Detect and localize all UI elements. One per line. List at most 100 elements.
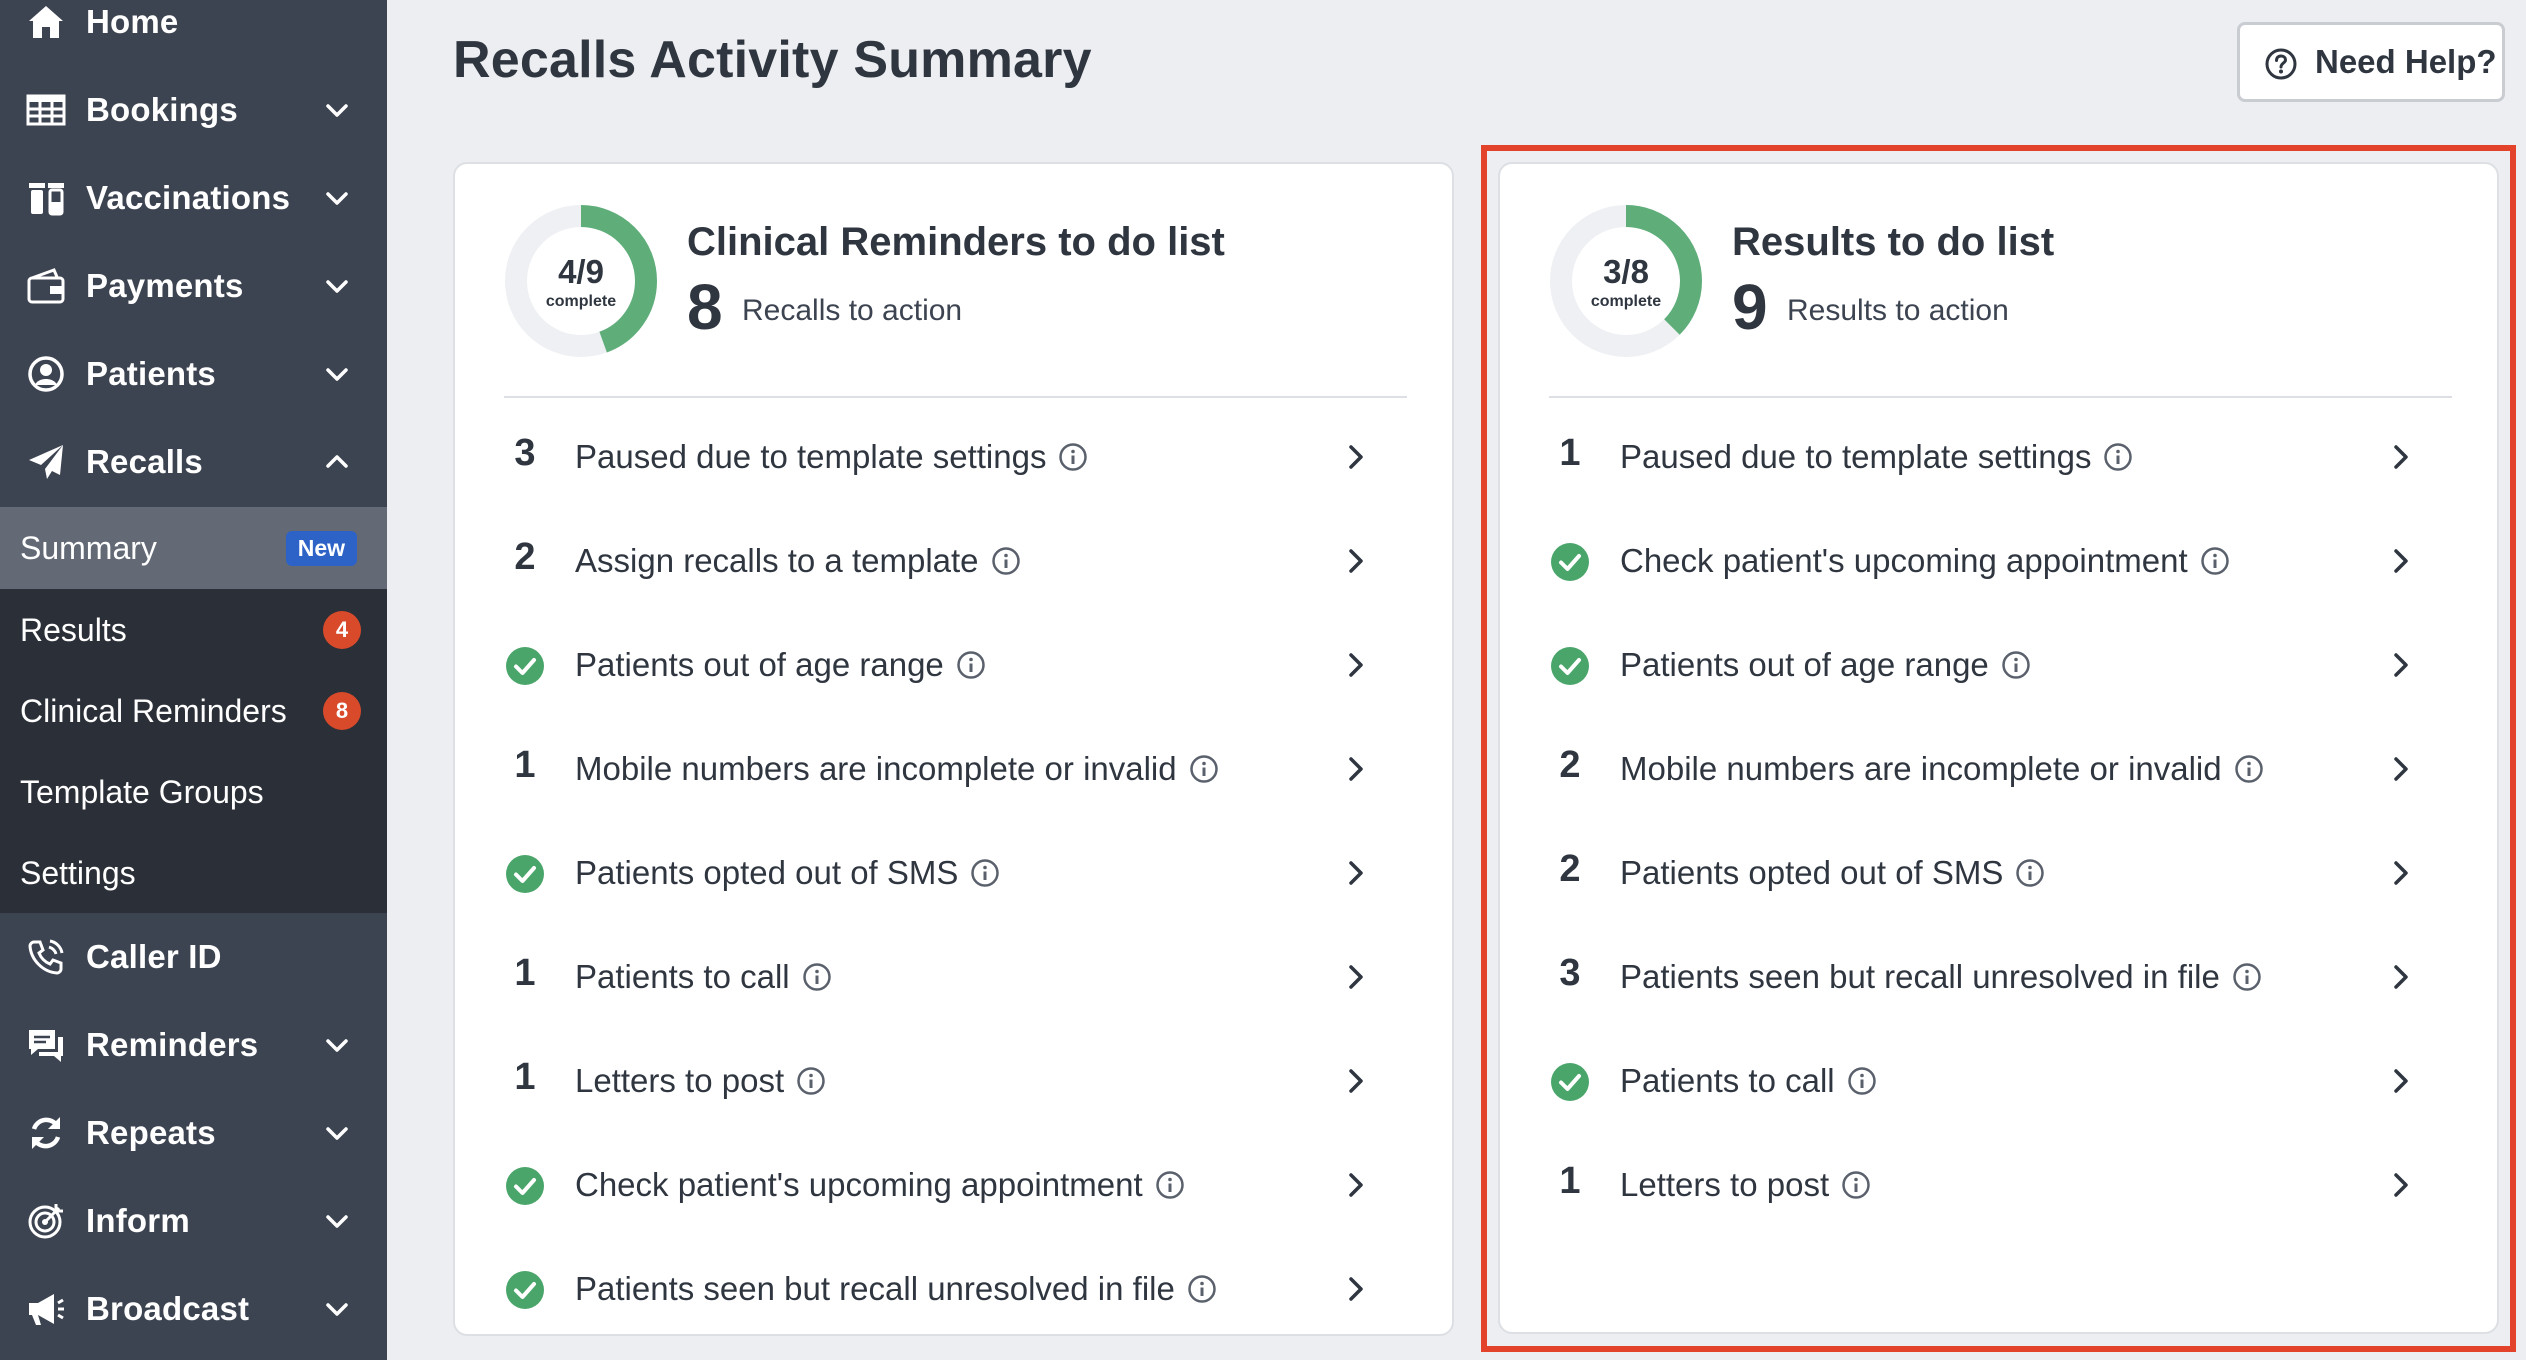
task-label: Check patient's upcoming appointment <box>1620 542 2188 579</box>
chevron-down-icon <box>323 96 351 124</box>
info-icon[interactable] <box>1187 1274 1217 1304</box>
sidebar-item-inform[interactable]: Inform <box>0 1177 387 1265</box>
info-icon[interactable] <box>1058 442 1088 472</box>
task-label: Assign recalls to a template <box>575 542 979 579</box>
chevron-down-icon <box>323 184 351 212</box>
divider <box>1549 396 2452 398</box>
task-row[interactable]: Patients to call <box>1500 1036 2501 1126</box>
info-icon[interactable] <box>1847 1066 1877 1096</box>
sidebar-subitem-template-groups[interactable]: Template Groups <box>0 751 387 833</box>
card-title: Clinical Reminders to do list <box>687 220 1225 264</box>
grid-icon <box>24 88 68 132</box>
info-icon[interactable] <box>1189 754 1219 784</box>
vials-icon <box>24 176 68 220</box>
sidebar-item-label: Bookings <box>86 91 238 128</box>
sync-icon <box>24 1111 68 1155</box>
task-row[interactable]: Check patient's upcoming appointment <box>455 1140 1456 1230</box>
progress-fraction: 3/8 <box>1603 253 1649 290</box>
task-row[interactable]: Patients out of age range <box>1500 620 2501 710</box>
results-card: 3/8 complete Results to do list 9 Result… <box>1498 162 2499 1334</box>
sidebar: Home Bookings Vaccinations Payments Pati… <box>0 0 387 1360</box>
task-row[interactable]: 1 Mobile numbers are incomplete or invali… <box>455 724 1456 814</box>
task-row[interactable]: 2 Patients opted out of SMS <box>1500 828 2501 918</box>
sidebar-subitem-label: Results <box>20 611 127 648</box>
sidebar-item-patients[interactable]: Patients <box>0 330 387 418</box>
sidebar-subitem-label: Settings <box>20 854 136 891</box>
sidebar-item-label: Recalls <box>86 443 203 480</box>
task-count: 2 <box>1559 744 1581 786</box>
task-label: Patients seen but recall unresolved in f… <box>1620 958 2220 995</box>
chevron-down-icon <box>323 1119 351 1147</box>
need-help-button[interactable]: Need Help? <box>2237 22 2505 102</box>
task-count: 2 <box>514 536 536 578</box>
info-icon[interactable] <box>991 546 1021 576</box>
clinical-reminders-card: 4/9 complete Clinical Reminders to do li… <box>453 162 1454 1336</box>
task-row[interactable]: Check patient's upcoming appointment <box>1500 516 2501 606</box>
chevron-right-icon <box>2388 756 2414 782</box>
info-icon[interactable] <box>796 1066 826 1096</box>
task-label: Paused due to template settings <box>575 438 1047 475</box>
user-circle-icon <box>24 352 68 396</box>
info-icon[interactable] <box>2200 546 2230 576</box>
info-icon[interactable] <box>2001 650 2031 680</box>
task-row[interactable]: Patients out of age range <box>455 620 1456 710</box>
progress-label: complete <box>545 293 617 310</box>
task-row[interactable]: 2 Assign recalls to a template <box>455 516 1456 606</box>
home-icon <box>24 0 68 44</box>
progress-ring-arc <box>505 205 657 357</box>
sidebar-item-payments[interactable]: Payments <box>0 242 387 330</box>
task-count: 2 <box>1559 848 1581 890</box>
chevron-down-icon <box>323 272 351 300</box>
info-icon[interactable] <box>956 650 986 680</box>
task-row[interactable]: 3 Patients seen but recall unresolved in … <box>1500 932 2501 1022</box>
task-row[interactable]: 1 Letters to post <box>455 1036 1456 1126</box>
divider <box>504 396 1407 398</box>
info-icon[interactable] <box>1841 1170 1871 1200</box>
info-icon[interactable] <box>1155 1170 1185 1200</box>
chevron-down-icon <box>323 1207 351 1235</box>
sidebar-item-reminders[interactable]: Reminders <box>0 1001 387 1089</box>
target-icon <box>24 1199 68 1243</box>
task-row[interactable]: 1 Letters to post <box>1500 1140 2501 1230</box>
task-row[interactable]: 1 Paused due to template settings <box>1500 412 2501 502</box>
task-label: Paused due to template settings <box>1620 438 2092 475</box>
info-icon[interactable] <box>2015 858 2045 888</box>
chevron-right-icon <box>2388 548 2414 574</box>
sidebar-subitem-summary[interactable]: Summary New <box>0 507 387 589</box>
info-icon[interactable] <box>2232 962 2262 992</box>
info-icon[interactable] <box>2234 754 2264 784</box>
chevron-right-icon <box>2388 964 2414 990</box>
chevron-right-icon <box>1343 860 1369 886</box>
check-circle-icon <box>505 646 545 686</box>
check-circle-icon <box>1550 542 1590 582</box>
info-icon[interactable] <box>970 858 1000 888</box>
task-row[interactable]: Patients seen but recall unresolved in f… <box>455 1244 1456 1334</box>
sidebar-item-recalls[interactable]: Recalls <box>0 418 387 506</box>
sidebar-item-repeats[interactable]: Repeats <box>0 1089 387 1177</box>
sidebar-item-broadcast[interactable]: Broadcast <box>0 1265 387 1353</box>
paper-plane-icon <box>24 440 68 484</box>
info-icon[interactable] <box>802 962 832 992</box>
task-row[interactable]: 1 Patients to call <box>455 932 1456 1022</box>
sidebar-item-vaccinations[interactable]: Vaccinations <box>0 154 387 242</box>
task-label: Mobile numbers are incomplete or invalid <box>1620 750 2222 787</box>
check-circle-icon <box>1550 646 1590 686</box>
sidebar-subitem-settings[interactable]: Settings <box>0 832 387 914</box>
info-icon[interactable] <box>2103 442 2133 472</box>
task-row[interactable]: 3 Paused due to template settings <box>455 412 1456 502</box>
sidebar-item-caller-id[interactable]: Caller ID <box>0 913 387 1001</box>
sidebar-subitem-label: Clinical Reminders <box>20 692 287 729</box>
count-badge: 4 <box>323 611 361 649</box>
sidebar-subitem-clinical-reminders[interactable]: Clinical Reminders 8 <box>0 670 387 752</box>
sidebar-item-label: Home <box>86 3 179 40</box>
task-count: 3 <box>1559 952 1581 994</box>
task-row[interactable]: Patients opted out of SMS <box>455 828 1456 918</box>
task-row[interactable]: 2 Mobile numbers are incomplete or invali… <box>1500 724 2501 814</box>
sidebar-item-home[interactable]: Home <box>0 0 387 66</box>
new-badge: New <box>285 530 357 566</box>
chevron-up-icon <box>323 448 351 476</box>
sidebar-item-bookings[interactable]: Bookings <box>0 66 387 154</box>
sidebar-subitem-results[interactable]: Results 4 <box>0 589 387 671</box>
page-title: Recalls Activity Summary <box>453 31 1092 89</box>
chat-icon <box>24 1023 68 1067</box>
